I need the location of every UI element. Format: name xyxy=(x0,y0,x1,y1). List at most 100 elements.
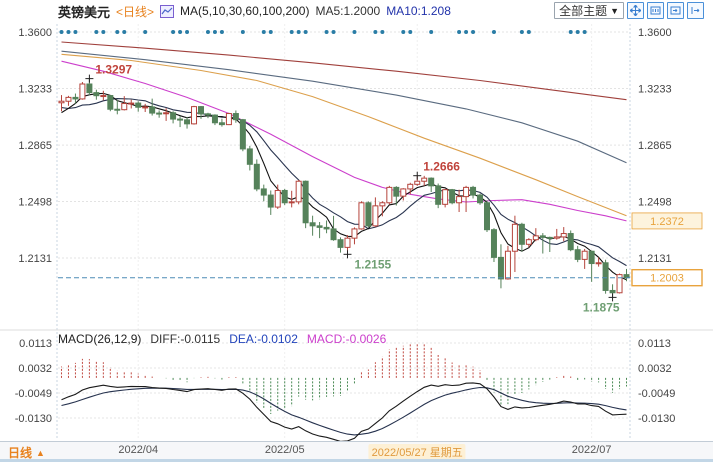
candle[interactable] xyxy=(281,189,288,204)
candle[interactable] xyxy=(560,233,567,238)
candle[interactable] xyxy=(86,83,93,94)
candle[interactable] xyxy=(602,262,609,291)
candle[interactable] xyxy=(351,228,358,239)
candle[interactable] xyxy=(581,250,588,260)
candle[interactable] xyxy=(449,189,456,204)
shift-right-icon[interactable] xyxy=(687,2,704,19)
candle[interactable] xyxy=(428,177,435,187)
candle[interactable] xyxy=(58,100,65,104)
candle[interactable] xyxy=(191,106,198,125)
candle[interactable] xyxy=(288,201,295,204)
event-dot-icon xyxy=(457,30,462,34)
candle[interactable] xyxy=(379,202,386,207)
candle[interactable] xyxy=(218,122,225,126)
candle[interactable] xyxy=(163,112,170,115)
candle[interactable] xyxy=(588,250,595,265)
event-markers[interactable] xyxy=(59,30,587,34)
candle[interactable] xyxy=(107,95,114,110)
candle[interactable] xyxy=(100,95,107,98)
candle[interactable] xyxy=(511,223,518,252)
candle[interactable] xyxy=(365,202,372,227)
candle[interactable] xyxy=(93,92,100,97)
fit-horizontal-icon[interactable] xyxy=(667,2,684,19)
candle[interactable] xyxy=(267,194,274,208)
candle[interactable] xyxy=(407,183,414,190)
candle[interactable] xyxy=(393,186,400,197)
candle[interactable] xyxy=(260,188,267,196)
candle[interactable] xyxy=(142,106,149,109)
candle[interactable] xyxy=(518,223,525,245)
candle[interactable] xyxy=(149,106,156,114)
candle[interactable] xyxy=(574,249,581,260)
macd-pane[interactable] xyxy=(60,343,628,442)
candle[interactable] xyxy=(232,113,239,121)
candle[interactable] xyxy=(79,83,86,100)
candle[interactable] xyxy=(616,274,623,294)
period-selector[interactable]: 日线 ▲ xyxy=(8,444,45,461)
candle[interactable] xyxy=(274,189,281,208)
candle[interactable] xyxy=(128,102,135,105)
candle[interactable] xyxy=(497,256,504,280)
candle[interactable] xyxy=(490,229,497,258)
date-axis xyxy=(0,441,713,460)
candle[interactable] xyxy=(65,96,72,102)
candle[interactable] xyxy=(316,225,323,228)
event-dot-icon xyxy=(526,30,531,34)
candle[interactable] xyxy=(400,188,407,197)
candle[interactable] xyxy=(414,180,421,185)
candle[interactable] xyxy=(184,119,191,125)
svg-text:0.0113: 0.0113 xyxy=(19,338,52,350)
candle[interactable] xyxy=(595,262,602,265)
candle[interactable] xyxy=(456,196,463,204)
candle[interactable] xyxy=(309,222,316,227)
candle[interactable] xyxy=(477,194,484,204)
candle[interactable] xyxy=(156,112,163,115)
candle[interactable] xyxy=(463,186,470,198)
candle[interactable] xyxy=(302,180,309,224)
candle[interactable] xyxy=(525,239,532,245)
candle[interactable] xyxy=(170,112,177,120)
candle[interactable] xyxy=(421,177,428,182)
candle[interactable] xyxy=(253,163,260,190)
candle[interactable] xyxy=(239,119,246,150)
candle[interactable] xyxy=(330,228,337,241)
candle[interactable] xyxy=(72,96,79,100)
candle[interactable] xyxy=(553,236,560,239)
candle[interactable] xyxy=(372,205,379,227)
candle[interactable] xyxy=(337,239,344,248)
candle[interactable] xyxy=(358,202,365,230)
candle[interactable] xyxy=(177,118,184,121)
candle[interactable] xyxy=(484,202,490,231)
candle[interactable] xyxy=(470,186,477,196)
candle[interactable] xyxy=(609,289,616,294)
candle[interactable] xyxy=(246,148,253,165)
candle[interactable] xyxy=(225,113,232,126)
fit-vertical-icon[interactable] xyxy=(647,2,664,19)
svg-text:0.0032: 0.0032 xyxy=(638,363,672,375)
candle[interactable] xyxy=(211,114,218,124)
theme-dropdown[interactable]: 全部主题 ▼ xyxy=(554,2,624,19)
candle[interactable] xyxy=(504,250,511,280)
candle[interactable] xyxy=(386,186,393,204)
candle[interactable] xyxy=(295,180,302,203)
svg-text:-0.0130: -0.0130 xyxy=(638,413,675,425)
candle[interactable] xyxy=(344,237,351,248)
candle[interactable] xyxy=(567,233,574,251)
candle[interactable] xyxy=(323,226,330,230)
candle[interactable] xyxy=(546,236,553,239)
candle[interactable] xyxy=(114,108,121,111)
candle[interactable] xyxy=(121,103,128,111)
event-dot-icon xyxy=(582,30,587,34)
candle[interactable] xyxy=(532,235,539,241)
candle[interactable] xyxy=(442,189,449,205)
candle[interactable] xyxy=(204,113,211,116)
event-dot-icon xyxy=(289,30,294,34)
candle[interactable] xyxy=(435,185,442,205)
candle[interactable] xyxy=(135,102,142,108)
move-icon[interactable] xyxy=(627,2,644,19)
chart-thumbnail-icon[interactable] xyxy=(160,4,175,18)
candle[interactable] xyxy=(539,235,546,238)
candles-layer[interactable] xyxy=(58,78,630,298)
candle[interactable] xyxy=(198,106,204,115)
